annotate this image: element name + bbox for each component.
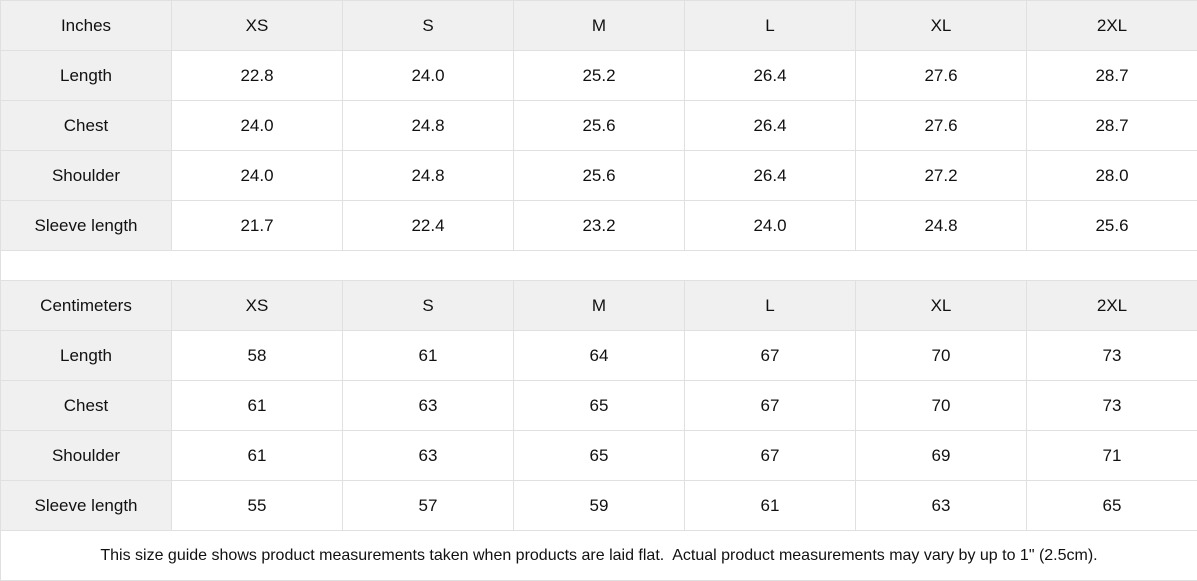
measurement-cell: 25.6 xyxy=(1027,201,1197,251)
spacer-row xyxy=(1,251,1197,281)
size-column-header-2xl: 2XL xyxy=(1027,281,1197,331)
table-spacer xyxy=(1,251,1197,281)
measurement-cell: 22.4 xyxy=(343,201,514,251)
table-row-chest-cm: Chest 61 63 65 67 70 73 xyxy=(1,381,1197,431)
measurement-cell: 25.6 xyxy=(514,101,685,151)
row-label-length: Length xyxy=(1,51,172,101)
measurement-cell: 28.7 xyxy=(1027,101,1197,151)
measurement-cell: 70 xyxy=(856,331,1027,381)
measurement-cell: 65 xyxy=(1027,481,1197,531)
measurement-cell: 26.4 xyxy=(685,151,856,201)
row-label-shoulder: Shoulder xyxy=(1,151,172,201)
size-column-header-xs: XS xyxy=(172,281,343,331)
measurement-cell: 63 xyxy=(856,481,1027,531)
measurement-cell: 65 xyxy=(514,381,685,431)
measurement-cell: 27.6 xyxy=(856,101,1027,151)
measurement-cell: 73 xyxy=(1027,331,1197,381)
measurement-cell: 27.6 xyxy=(856,51,1027,101)
measurement-cell: 61 xyxy=(343,331,514,381)
size-column-header-xs: XS xyxy=(172,1,343,51)
measurement-cell: 23.2 xyxy=(514,201,685,251)
measurement-cell: 26.4 xyxy=(685,51,856,101)
measurement-cell: 24.0 xyxy=(685,201,856,251)
measurement-cell: 22.8 xyxy=(172,51,343,101)
measurement-cell: 67 xyxy=(685,331,856,381)
size-guide-note: This size guide shows product measuremen… xyxy=(1,531,1197,581)
table-row-chest-in: Chest 24.0 24.8 25.6 26.4 27.6 28.7 xyxy=(1,101,1197,151)
row-label-length: Length xyxy=(1,331,172,381)
measurement-cell: 61 xyxy=(685,481,856,531)
measurement-cell: 26.4 xyxy=(685,101,856,151)
measurement-cell: 24.0 xyxy=(172,101,343,151)
size-column-header-xl: XL xyxy=(856,281,1027,331)
size-column-header-m: M xyxy=(514,281,685,331)
row-label-shoulder: Shoulder xyxy=(1,431,172,481)
measurement-cell: 28.7 xyxy=(1027,51,1197,101)
measurement-cell: 24.8 xyxy=(343,151,514,201)
size-column-header-xl: XL xyxy=(856,1,1027,51)
measurement-cell: 69 xyxy=(856,431,1027,481)
measurement-cell: 73 xyxy=(1027,381,1197,431)
measurement-cell: 21.7 xyxy=(172,201,343,251)
measurement-cell: 61 xyxy=(172,381,343,431)
size-column-header-l: L xyxy=(685,1,856,51)
row-label-sleeve-length: Sleeve length xyxy=(1,481,172,531)
measurement-cell: 67 xyxy=(685,381,856,431)
unit-header-centimeters: Centimeters xyxy=(1,281,172,331)
measurement-cell: 28.0 xyxy=(1027,151,1197,201)
table-row-sleeve-in: Sleeve length 21.7 22.4 23.2 24.0 24.8 2… xyxy=(1,201,1197,251)
unit-header-inches: Inches xyxy=(1,1,172,51)
measurement-cell: 57 xyxy=(343,481,514,531)
measurement-cell: 24.0 xyxy=(343,51,514,101)
table-row-shoulder-in: Shoulder 24.0 24.8 25.6 26.4 27.2 28.0 xyxy=(1,151,1197,201)
measurement-cell: 70 xyxy=(856,381,1027,431)
table-row-length-cm: Length 58 61 64 67 70 73 xyxy=(1,331,1197,381)
table-row-sleeve-cm: Sleeve length 55 57 59 61 63 65 xyxy=(1,481,1197,531)
size-column-header-m: M xyxy=(514,1,685,51)
size-column-header-l: L xyxy=(685,281,856,331)
inches-header-row: Inches XS S M L XL 2XL xyxy=(1,1,1197,51)
measurement-cell: 63 xyxy=(343,381,514,431)
measurement-cell: 27.2 xyxy=(856,151,1027,201)
size-column-header-2xl: 2XL xyxy=(1027,1,1197,51)
row-label-chest: Chest xyxy=(1,381,172,431)
measurement-cell: 24.0 xyxy=(172,151,343,201)
measurement-cell: 55 xyxy=(172,481,343,531)
measurement-cell: 24.8 xyxy=(856,201,1027,251)
measurement-cell: 24.8 xyxy=(343,101,514,151)
table-row-shoulder-cm: Shoulder 61 63 65 67 69 71 xyxy=(1,431,1197,481)
table-row-length-in: Length 22.8 24.0 25.2 26.4 27.6 28.7 xyxy=(1,51,1197,101)
measurement-cell: 64 xyxy=(514,331,685,381)
row-label-chest: Chest xyxy=(1,101,172,151)
centimeters-header-row: Centimeters XS S M L XL 2XL xyxy=(1,281,1197,331)
measurement-cell: 63 xyxy=(343,431,514,481)
row-label-sleeve-length: Sleeve length xyxy=(1,201,172,251)
measurement-cell: 25.2 xyxy=(514,51,685,101)
measurement-cell: 59 xyxy=(514,481,685,531)
size-column-header-s: S xyxy=(343,281,514,331)
measurement-cell: 58 xyxy=(172,331,343,381)
measurement-cell: 61 xyxy=(172,431,343,481)
measurement-cell: 65 xyxy=(514,431,685,481)
measurement-cell: 71 xyxy=(1027,431,1197,481)
measurement-cell: 25.6 xyxy=(514,151,685,201)
measurement-cell: 67 xyxy=(685,431,856,481)
size-column-header-s: S xyxy=(343,1,514,51)
footer-row: This size guide shows product measuremen… xyxy=(1,531,1197,581)
